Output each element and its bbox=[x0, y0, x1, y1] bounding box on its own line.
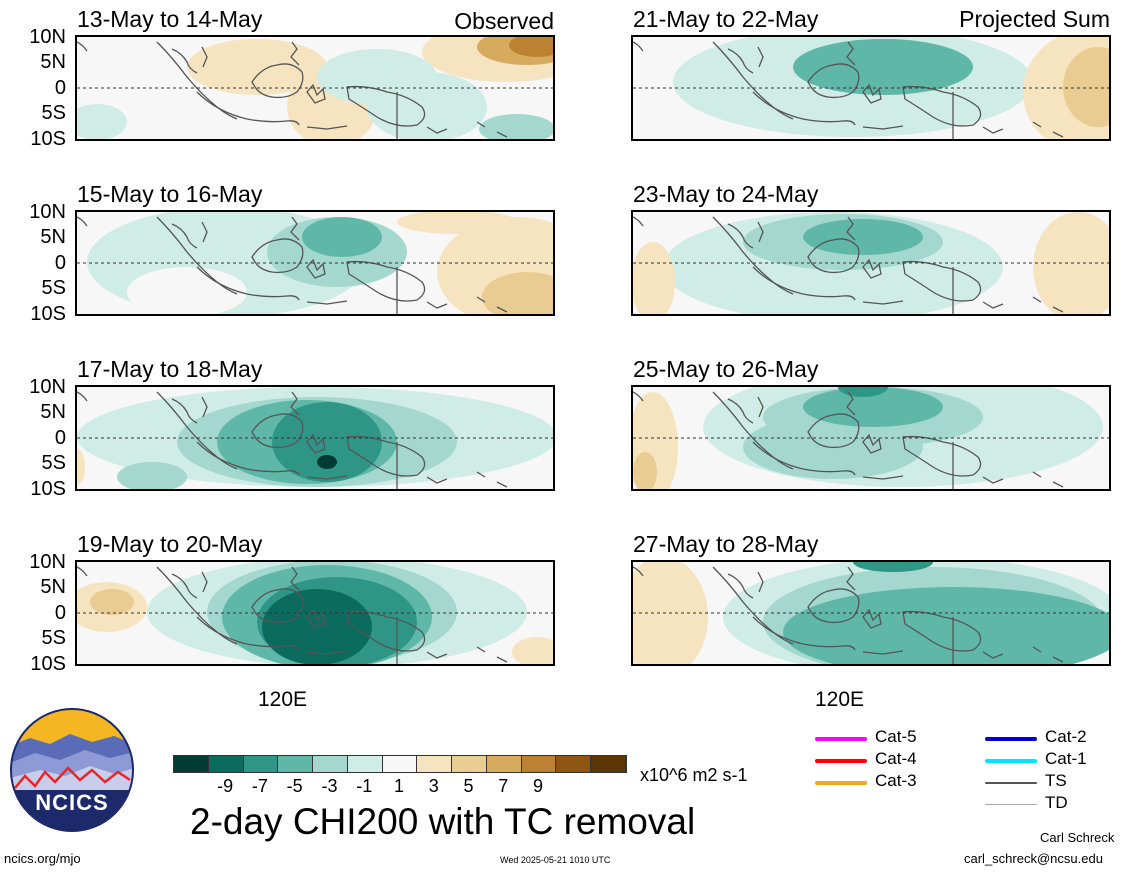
colorbar-swatch bbox=[243, 756, 279, 772]
colorbar bbox=[173, 755, 627, 773]
legend-line-cat3 bbox=[815, 781, 867, 785]
panel-title-8: 27-May to 28-May bbox=[633, 531, 819, 557]
colorbar-swatch bbox=[382, 756, 418, 772]
footer-email: carl_schreck@ncsu.edu bbox=[964, 851, 1103, 866]
map-panel bbox=[75, 210, 555, 316]
logo-text: NCICS bbox=[35, 790, 109, 815]
colorbar-swatch bbox=[313, 756, 348, 772]
colorbar-swatch bbox=[208, 756, 244, 772]
colorbar-tick-label: 3 bbox=[428, 776, 439, 796]
lat-label: 5S bbox=[41, 102, 66, 124]
lat-label: 5S bbox=[41, 452, 66, 474]
lat-label: 5S bbox=[41, 627, 66, 649]
lat-label: 5N bbox=[40, 401, 66, 423]
colorbar-swatch bbox=[347, 756, 383, 772]
ncics-logo-graphic bbox=[10, 708, 134, 832]
colorbar-swatch bbox=[417, 756, 453, 772]
footer-timestamp: Wed 2025-05-21 1010 UTC bbox=[500, 855, 611, 865]
panel-title-4: 23-May to 24-May bbox=[633, 181, 819, 207]
lat-label: 10N bbox=[29, 551, 66, 573]
panel-title-2: 21-May to 22-May bbox=[633, 6, 819, 32]
lat-label: 10S bbox=[30, 478, 66, 500]
footer-url: ncics.org/mjo bbox=[4, 851, 81, 866]
legend-line-cat4 bbox=[815, 759, 867, 763]
map-panel bbox=[631, 560, 1111, 666]
lat-label: 10S bbox=[30, 128, 66, 150]
lat-label: 0 bbox=[54, 602, 66, 624]
legend-label-td: TD bbox=[1045, 793, 1068, 812]
map-panel bbox=[75, 35, 555, 141]
lon-label-right: 120E bbox=[815, 688, 865, 711]
panel-label-projected: Projected Sum bbox=[959, 6, 1110, 32]
lat-label: 10S bbox=[30, 653, 66, 675]
lat-label: 5N bbox=[40, 51, 66, 73]
colorbar-swatch bbox=[174, 756, 209, 772]
map-panel bbox=[631, 35, 1111, 141]
colorbar-tick-label: -1 bbox=[356, 776, 373, 796]
lat-label: 0 bbox=[54, 252, 66, 274]
colorbar-swatch bbox=[486, 756, 522, 772]
panel-label-observed: Observed bbox=[454, 8, 554, 34]
legend-line-cat5 bbox=[815, 737, 867, 741]
colorbar-tick-label: -5 bbox=[286, 776, 303, 796]
map-panel bbox=[631, 385, 1111, 491]
lat-label: 5N bbox=[40, 226, 66, 248]
lon-label-left: 120E bbox=[258, 688, 308, 711]
colorbar-swatch bbox=[278, 756, 314, 772]
colorbar-tick-label: 7 bbox=[498, 776, 509, 796]
colorbar-tick-label: 1 bbox=[393, 776, 405, 796]
footer-author: Carl Schreck bbox=[1040, 830, 1115, 845]
legend-line-cat2 bbox=[985, 737, 1037, 741]
lat-label: 0 bbox=[54, 77, 66, 99]
colorbar-swatch bbox=[556, 756, 592, 772]
colorbar-tick-label: -3 bbox=[321, 776, 338, 796]
legend-label-cat2: Cat-2 bbox=[1045, 727, 1087, 746]
ncics-logo: NCICS bbox=[10, 708, 134, 832]
lat-label: 0 bbox=[54, 427, 66, 449]
map-panel bbox=[631, 210, 1111, 316]
legend-line-ts bbox=[985, 782, 1037, 784]
lat-label: 5N bbox=[40, 576, 66, 598]
colorbar-tick-label: -9 bbox=[217, 776, 234, 796]
colorbar-tick-label: 9 bbox=[533, 776, 544, 796]
legend-label-cat5: Cat-5 bbox=[875, 727, 917, 746]
colorbar-units: x10^6 m2 s-1 bbox=[640, 765, 748, 785]
lat-label: 10S bbox=[30, 303, 66, 325]
panel-title-7: 19-May to 20-May bbox=[77, 531, 263, 557]
colorbar-swatch bbox=[521, 756, 557, 772]
legend-label-cat1: Cat-1 bbox=[1045, 749, 1087, 768]
lat-label: 5S bbox=[41, 277, 66, 299]
panel-title-3: 15-May to 16-May bbox=[77, 181, 263, 207]
lat-label: 10N bbox=[29, 376, 66, 398]
panel-title-5: 17-May to 18-May bbox=[77, 356, 263, 382]
panel-title-6: 25-May to 26-May bbox=[633, 356, 819, 382]
map-panel bbox=[75, 560, 555, 666]
legend-label-cat3: Cat-3 bbox=[875, 771, 917, 790]
lat-label: 10N bbox=[29, 26, 66, 48]
colorbar-labels: -9 -7 -5 -3 -1 1 3 5 7 9 bbox=[173, 776, 627, 798]
colorbar-tick-label: -7 bbox=[251, 776, 268, 796]
main-title: 2-day CHI200 with TC removal bbox=[190, 801, 696, 842]
lat-label: 10N bbox=[29, 201, 66, 223]
map-panel bbox=[75, 385, 555, 491]
legend-label-ts: TS bbox=[1045, 771, 1067, 790]
panel-title-1: 13-May to 14-May bbox=[77, 6, 263, 32]
legend-line-td bbox=[985, 804, 1037, 805]
legend-label-cat4: Cat-4 bbox=[875, 749, 917, 768]
colorbar-swatch bbox=[591, 756, 626, 772]
colorbar-tick-label: 5 bbox=[463, 776, 474, 796]
legend-line-cat1 bbox=[985, 759, 1037, 763]
colorbar-swatch bbox=[452, 756, 487, 772]
